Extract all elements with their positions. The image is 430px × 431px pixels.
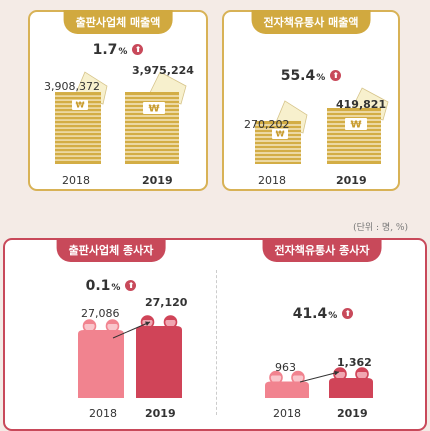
ebook-sales-value-2019: 419,821 — [336, 98, 387, 111]
ebook-sales-change-value: 55.4 — [280, 68, 316, 84]
publisher-sales-bar-2018: ₩ — [55, 71, 108, 164]
increase-arrow-icon: ⬆ — [125, 280, 137, 291]
ebook-sales-change-unit: % — [316, 73, 326, 83]
publisher-employees-value-2018: 27,086 — [81, 307, 120, 320]
svg-text:₩: ₩ — [276, 129, 285, 138]
ebook-employees-bar-2019 — [329, 367, 373, 398]
increase-arrow-icon: ⬆ — [342, 308, 354, 319]
publisher-employees-bar-2018 — [78, 319, 124, 398]
ebook-sales-card: 전자책유통사 매출액 55.4% ⬆ ₩ ₩ 270,202 419,821 201… — [222, 10, 400, 191]
ebook-sales-title: 전자책유통사 매출액 — [251, 10, 371, 34]
employees-card: 출판사업체 종사자 전자책유통사 종사자 0.1% ⬆ 41.4% ⬆ 27,086… — [3, 238, 427, 431]
publisher-sales-bar-2019: ₩ — [125, 71, 187, 164]
ebook-sales-year-2019: 2019 — [336, 174, 367, 187]
publisher-employees-year-2019: 2019 — [145, 407, 176, 420]
publisher-sales-change-value: 1.7 — [92, 42, 118, 58]
ebook-sales-bar-2019: ₩ — [327, 87, 389, 164]
publisher-sales-value-2018: 3,908,372 — [44, 80, 100, 93]
publisher-employees-change: 0.1% ⬆ — [5, 278, 217, 294]
svg-text:₩: ₩ — [350, 120, 361, 131]
publisher-sales-value-2019: 3,975,224 — [132, 64, 194, 77]
ebook-employees-change-unit: % — [328, 311, 338, 321]
ebook-employees-change-value: 41.4 — [292, 306, 328, 322]
ebook-employees-year-2019: 2019 — [337, 407, 368, 420]
publisher-employees-year-2018: 2018 — [89, 407, 117, 420]
ebook-sales-year-2018: 2018 — [258, 174, 286, 187]
publisher-sales-change-unit: % — [118, 47, 128, 57]
ebook-sales-bars: ₩₩ — [255, 87, 389, 164]
publisher-employees-bar-2019 — [136, 315, 182, 398]
publisher-sales-card: 출판사업체 매출액 1.7% ⬆ ₩ ₩ 3,908,372 3,975,224 2… — [28, 10, 208, 191]
publisher-employees-title: 출판사업체 종사자 — [56, 238, 166, 262]
ebook-sales-value-2018: 270,202 — [244, 118, 290, 131]
ebook-employees-value-2019: 1,362 — [337, 356, 372, 369]
increase-arrow-icon: ⬆ — [330, 70, 342, 81]
ebook-employees-value-2018: 963 — [275, 361, 296, 374]
employees-bars — [78, 315, 373, 398]
publisher-employees-value-2019: 27,120 — [145, 296, 188, 309]
publisher-employees-change-value: 0.1 — [85, 278, 111, 294]
publisher-sales-year-2018: 2018 — [62, 174, 90, 187]
publisher-sales-change: 1.7% ⬆ — [30, 42, 206, 58]
ebook-employees-title: 전자책유통사 종사자 — [262, 238, 382, 262]
card-divider — [216, 270, 217, 415]
ebook-employees-change: 41.4% ⬆ — [217, 306, 429, 322]
ebook-employees-arrow — [299, 370, 340, 383]
publisher-employees-arrow — [112, 321, 151, 339]
publisher-sales-year-2019: 2019 — [142, 174, 173, 187]
unit-note: (단위 : 명, %) — [353, 223, 408, 233]
ebook-sales-bar-2018: ₩ — [255, 100, 308, 164]
publisher-sales-title: 출판사업체 매출액 — [63, 10, 173, 34]
increase-arrow-icon: ⬆ — [132, 44, 144, 55]
ebook-sales-change: 55.4% ⬆ — [224, 68, 398, 84]
publisher-sales-bars: ₩ ₩ — [55, 71, 187, 164]
publisher-employees-change-unit: % — [111, 283, 121, 293]
ebook-employees-year-2018: 2018 — [273, 407, 301, 420]
svg-text:₩: ₩ — [76, 101, 85, 110]
ebook-employees-bar-2018 — [265, 370, 309, 398]
svg-text:₩: ₩ — [148, 104, 159, 115]
